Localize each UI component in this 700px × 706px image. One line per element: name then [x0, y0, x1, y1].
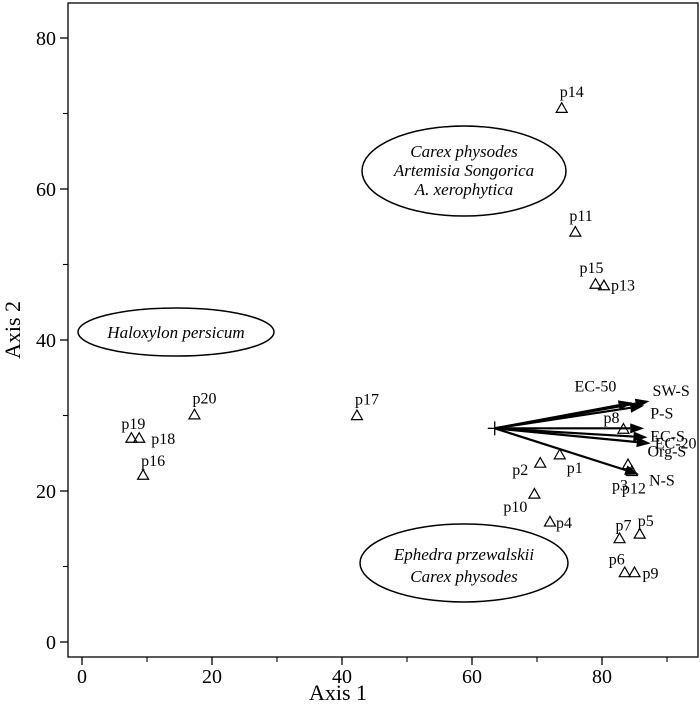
y-tick-label: 0 [46, 632, 56, 654]
sample-point-label: p9 [643, 566, 659, 583]
sample-point-label: p6 [609, 552, 625, 569]
sample-point-label: p15 [580, 260, 604, 277]
group-ellipse-carex-artemisia: Carex physodes Artemisia Songorica A. xe… [361, 125, 567, 217]
group-ellipse-ephedra: Ephedra przewalskii Carex physodes [359, 523, 569, 603]
group-label-carex-artemisia-line-2: Artemisia Songorica [393, 161, 534, 180]
group-label-ephedra-line-2: Carex physodes [410, 567, 518, 586]
y-tick-label: 40 [36, 330, 56, 352]
sample-point [132, 431, 146, 443]
y-axis-title: Axis 2 [0, 301, 25, 359]
sample-point [553, 448, 567, 460]
sample-point-label: p3 [612, 478, 628, 495]
sample-point [621, 457, 635, 470]
sample-point-label: p13 [611, 278, 635, 295]
plot-frame [67, 2, 699, 658]
sample-point-label: p11 [569, 208, 592, 225]
x-tick-label: 20 [202, 666, 222, 688]
x-axis: 0 20 40 60 80 [77, 657, 668, 688]
x-tick-label: 60 [462, 666, 482, 688]
sample-point [633, 527, 647, 539]
sample-point [627, 565, 642, 578]
vector-label: Org-S [648, 443, 687, 460]
points-layer: p1 p2 p3 p4 p5 p6 p7 p8 p9 p10 p11 p12 p13 p14 p15 p16 p… [121, 84, 658, 582]
x-axis-title: Axis 1 [309, 680, 367, 705]
sample-point [625, 464, 639, 477]
vector-label: EC-50 [575, 379, 617, 396]
y-tick-label: 80 [36, 28, 56, 50]
group-label-carex-artemisia-line-1: Carex physodes [410, 142, 518, 161]
sample-point [616, 422, 630, 434]
sample-point-label: p7 [616, 518, 632, 535]
vector-arrowhead [630, 423, 645, 434]
vector-label: P-S [650, 406, 673, 423]
sample-point-label: p2 [512, 462, 528, 479]
group-label-haloxylon-line-1: Haloxylon persicum [106, 323, 244, 342]
sample-point-label: p1 [567, 460, 583, 477]
sample-point [533, 456, 547, 468]
x-tick-label: 40 [332, 666, 352, 688]
sample-point [527, 487, 541, 499]
sample-point-label: p19 [121, 416, 145, 433]
vector-label: N-S [649, 472, 675, 489]
sample-point-label: p18 [151, 431, 175, 448]
vector-arrow [494, 406, 631, 430]
sample-point [124, 431, 138, 443]
sample-point-label: p20 [192, 391, 216, 408]
sample-point [136, 468, 150, 480]
vector-arrowhead [629, 402, 645, 413]
vector-arrow [494, 427, 634, 438]
vector-label: SW-S [652, 383, 689, 400]
sample-point-label: p8 [603, 410, 619, 427]
group-ellipse-haloxylon: Haloxylon persicum [77, 307, 275, 357]
y-tick-label: 60 [36, 179, 56, 201]
x-tick-label: 80 [592, 666, 612, 688]
sample-point-label: p12 [622, 480, 646, 497]
vector-arrowhead [633, 431, 648, 442]
vector-label: EC-20 [655, 435, 697, 452]
vector-label: EC-S [650, 428, 685, 445]
sample-point [187, 408, 201, 420]
sample-point-label: p5 [638, 513, 654, 530]
sample-point [618, 565, 632, 578]
y-axis: 0 20 40 60 80 [36, 28, 68, 654]
sample-point-label: p10 [503, 499, 527, 516]
y-tick-label: 20 [36, 481, 56, 503]
sample-point [568, 225, 582, 237]
sample-point [555, 101, 569, 113]
sample-point [543, 515, 557, 527]
group-label-carex-artemisia-line-3: A. xerophytica [414, 180, 514, 199]
sample-point [613, 531, 627, 544]
sample-point [350, 408, 364, 421]
x-tick-label: 0 [77, 666, 87, 688]
group-label-ephedra-line-1: Ephedra przewalskii [393, 545, 535, 564]
sample-point [597, 278, 611, 291]
sample-point-label: p4 [556, 515, 572, 532]
sample-point-label: p14 [560, 84, 584, 101]
sample-point-label: p16 [141, 453, 165, 470]
sample-point [588, 277, 603, 289]
sample-point-label: p17 [355, 392, 379, 409]
